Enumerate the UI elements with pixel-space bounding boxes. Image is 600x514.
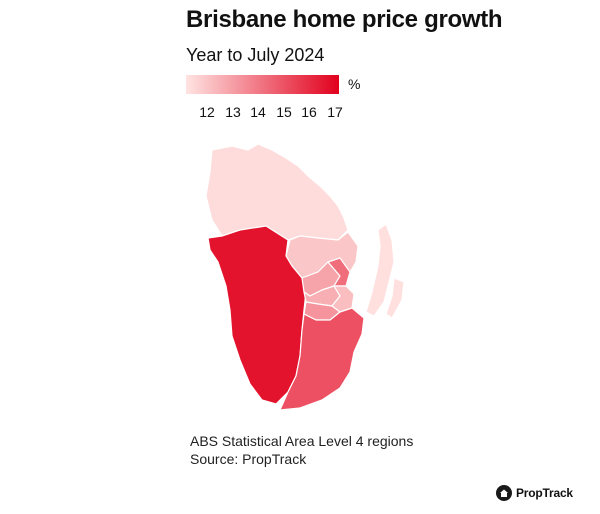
legend-tick: 12 [199,104,215,120]
legend-tick: 14 [250,104,266,120]
chart-subtitle: Year to July 2024 [186,45,325,65]
brand-name: PropTrack [516,486,573,500]
map-region[interactable] [279,307,365,411]
map-region[interactable] [205,143,349,241]
footnote-regions: ABS Statistical Area Level 4 regions [190,433,414,449]
legend-color-scale [186,75,339,94]
legend-tick: 15 [276,104,292,120]
house-icon [496,485,512,501]
chart-title: Brisbane home price growth [186,6,503,33]
footnote-source: Source: PropTrack [190,451,307,467]
legend-tick: 16 [301,104,317,120]
proptrack-logo: PropTrack [496,484,573,502]
legend-tick: 13 [225,104,241,120]
legend-unit: % [348,76,361,92]
legend-tick: 17 [327,104,343,120]
footnote: ABS Statistical Area Level 4 regions Sou… [190,432,413,468]
map-region[interactable] [365,223,405,319]
